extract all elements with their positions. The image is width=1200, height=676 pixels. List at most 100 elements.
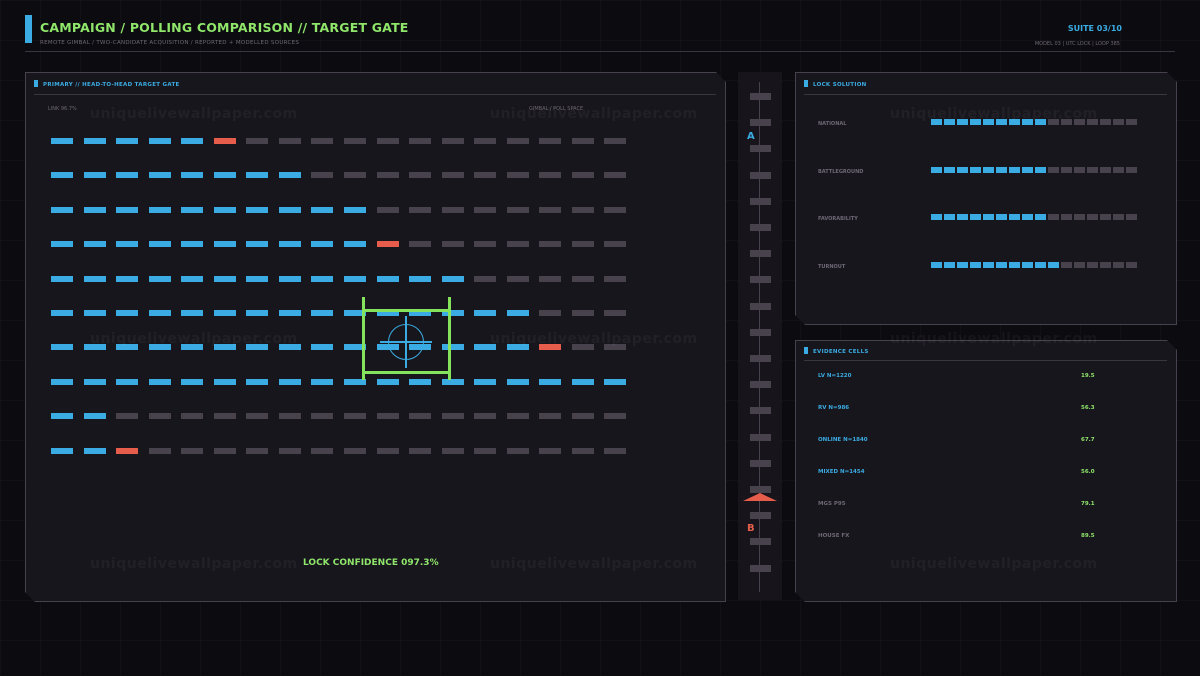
grid-cell bbox=[507, 379, 529, 385]
grid-cell bbox=[507, 448, 529, 454]
lock-bar-segment bbox=[1022, 214, 1033, 220]
primary-panel-rule bbox=[34, 94, 716, 95]
lock-bar-segment bbox=[1048, 119, 1059, 125]
grid-cell bbox=[84, 172, 106, 178]
lock-bar-segment bbox=[1074, 119, 1085, 125]
grid-cell bbox=[51, 276, 73, 282]
lock-row-label: BATTLEGROUND bbox=[818, 169, 864, 175]
grid-cell bbox=[149, 379, 171, 385]
evidence-value: 19.5 bbox=[1081, 373, 1095, 379]
grid-cell bbox=[181, 379, 203, 385]
lock-bar-segment bbox=[1100, 167, 1111, 173]
grid-cell bbox=[507, 344, 529, 350]
grid-cell bbox=[604, 413, 626, 419]
grid-cell bbox=[442, 207, 464, 213]
header-divider bbox=[25, 51, 1175, 52]
track-tick bbox=[750, 486, 771, 493]
lock-bar-segment bbox=[996, 214, 1007, 220]
grid-cell bbox=[51, 138, 73, 144]
lock-bar-segment bbox=[983, 214, 994, 220]
lock-bar-segment bbox=[996, 167, 1007, 173]
gimbal-space-label: GIMBAL / POLL SPACE bbox=[529, 106, 584, 112]
grid-cell bbox=[377, 448, 399, 454]
grid-cell bbox=[279, 241, 301, 247]
grid-cell bbox=[246, 379, 268, 385]
grid-cell bbox=[84, 207, 106, 213]
grid-cell bbox=[604, 172, 626, 178]
primary-panel-title: PRIMARY // HEAD-TO-HEAD TARGET GATE bbox=[43, 82, 180, 88]
lock-bar-segment bbox=[996, 119, 1007, 125]
grid-cell bbox=[181, 138, 203, 144]
grid-cell bbox=[572, 379, 594, 385]
target-gate-box bbox=[362, 309, 451, 374]
gate-bracket-left-top bbox=[362, 297, 365, 311]
grid-cell bbox=[246, 241, 268, 247]
grid-cell bbox=[149, 138, 171, 144]
lock-bar-segment bbox=[1126, 214, 1137, 220]
grid-cell bbox=[539, 207, 561, 213]
lock-bar-segment bbox=[1022, 262, 1033, 268]
grid-cell bbox=[311, 310, 333, 316]
grid-cell bbox=[116, 172, 138, 178]
grid-cell bbox=[442, 172, 464, 178]
watermark: uniquelivewallpaper.com bbox=[490, 556, 698, 572]
grid-cell bbox=[604, 207, 626, 213]
track-position-arrow-icon[interactable] bbox=[743, 493, 777, 501]
grid-cell bbox=[377, 207, 399, 213]
lock-bar-segment bbox=[1048, 262, 1059, 268]
grid-cell bbox=[279, 379, 301, 385]
grid-cell bbox=[214, 207, 236, 213]
grid-cell bbox=[572, 241, 594, 247]
grid-cell bbox=[442, 448, 464, 454]
lock-solution-rule bbox=[804, 94, 1167, 95]
lock-bar-segment bbox=[944, 262, 955, 268]
evidence-tag bbox=[804, 347, 808, 354]
watermark: uniquelivewallpaper.com bbox=[890, 106, 1098, 122]
lock-bar-segment bbox=[1087, 262, 1098, 268]
track-tick bbox=[750, 198, 771, 205]
grid-cell bbox=[539, 379, 561, 385]
grid-cell bbox=[116, 413, 138, 419]
evidence-value: 79.1 bbox=[1081, 501, 1095, 507]
grid-cell bbox=[311, 344, 333, 350]
evidence-value: 67.7 bbox=[1081, 437, 1095, 443]
crosshair-vertical bbox=[405, 316, 407, 368]
gate-bracket-left-bottom bbox=[362, 372, 365, 380]
grid-cell bbox=[311, 448, 333, 454]
grid-cell bbox=[84, 241, 106, 247]
grid-cell bbox=[474, 138, 496, 144]
grid-cell bbox=[84, 138, 106, 144]
grid-cell bbox=[311, 276, 333, 282]
grid-cell bbox=[84, 379, 106, 385]
track-tick bbox=[750, 538, 771, 545]
grid-cell bbox=[604, 276, 626, 282]
lock-bar-segment bbox=[944, 119, 955, 125]
lock-bar-segment bbox=[1035, 119, 1046, 125]
grid-cell bbox=[116, 241, 138, 247]
grid-cell bbox=[474, 413, 496, 419]
track-tick bbox=[750, 93, 771, 100]
lock-bar-segment bbox=[1087, 167, 1098, 173]
evidence-label: MIXED N=1454 bbox=[818, 469, 865, 475]
lock-bar-segment bbox=[1035, 167, 1046, 173]
grid-cell bbox=[572, 310, 594, 316]
grid-cell bbox=[604, 241, 626, 247]
lock-bar-segment bbox=[1061, 262, 1072, 268]
grid-cell bbox=[246, 448, 268, 454]
lock-bar-segment bbox=[944, 214, 955, 220]
grid-cell bbox=[246, 413, 268, 419]
grid-cell bbox=[246, 344, 268, 350]
track-tick bbox=[750, 434, 771, 441]
gate-bracket-right-bottom bbox=[448, 372, 451, 380]
grid-cell bbox=[149, 207, 171, 213]
track-tick bbox=[750, 276, 771, 283]
page-title: CAMPAIGN / POLLING COMPARISON // TARGET … bbox=[40, 20, 409, 35]
grid-cell bbox=[181, 207, 203, 213]
lock-bar-segment bbox=[1022, 167, 1033, 173]
grid-cell bbox=[214, 241, 236, 247]
grid-cell bbox=[507, 172, 529, 178]
grid-cell bbox=[442, 379, 464, 385]
grid-cell bbox=[84, 276, 106, 282]
grid-cell bbox=[377, 276, 399, 282]
grid-cell bbox=[572, 138, 594, 144]
